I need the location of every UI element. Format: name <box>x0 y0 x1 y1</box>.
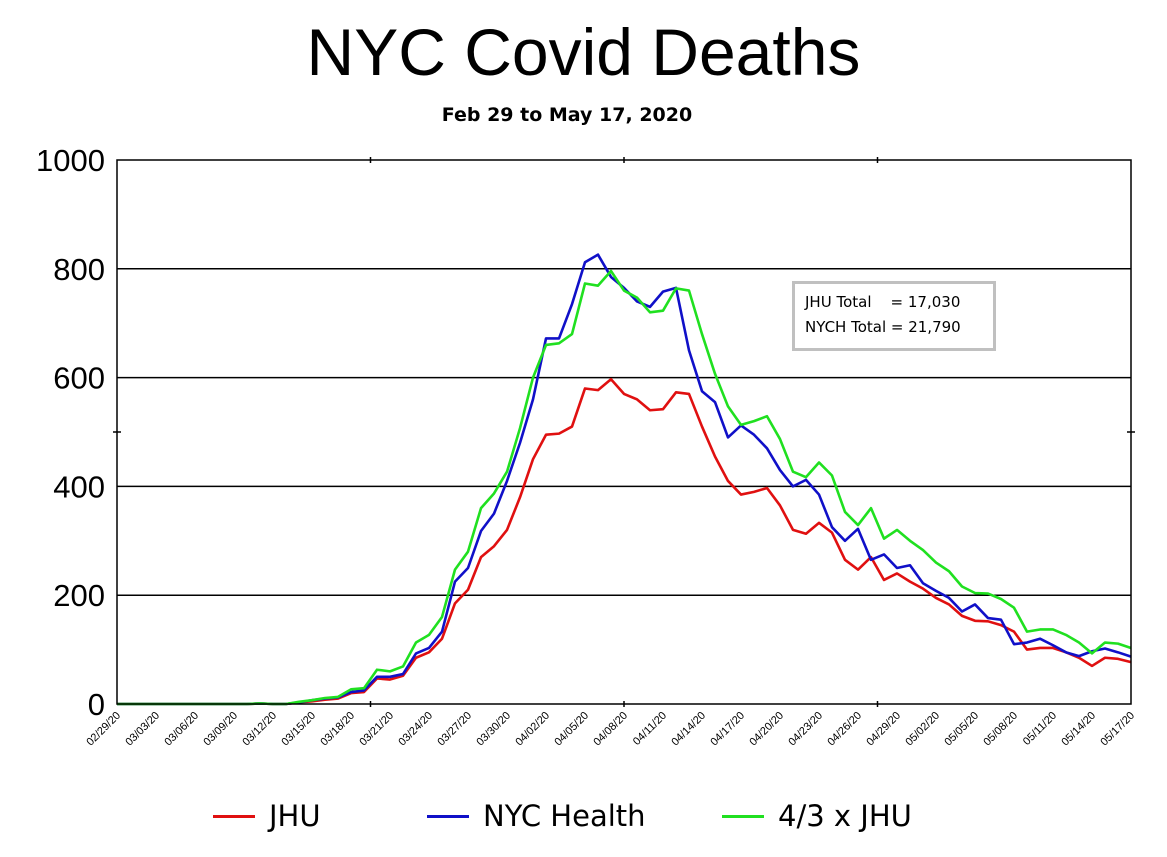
x-tick-label: 05/08/20 <box>981 710 1020 749</box>
legend-label-4-3-jhu: 4/3 x JHU <box>778 799 912 833</box>
x-tick-label: 04/23/20 <box>786 710 825 749</box>
series-jhu <box>116 377 1132 706</box>
x-tick-label: 04/14/20 <box>669 710 708 749</box>
x-tick-label: 05/02/20 <box>903 710 942 749</box>
legend-swatch-nyc-health <box>427 814 469 818</box>
chart-title: NYC Covid Deaths <box>306 15 861 89</box>
y-tick-label: 600 <box>53 361 105 396</box>
x-tick-label: 03/12/20 <box>240 710 279 749</box>
plot-frame <box>116 159 1132 705</box>
x-tick-label: 03/03/20 <box>123 710 162 749</box>
x-tick-label: 04/08/20 <box>591 710 630 749</box>
legend-item-nyc-health: NYC Health <box>427 796 646 836</box>
x-tick-label: 04/05/20 <box>552 710 591 749</box>
x-tick-label: 03/30/20 <box>474 710 513 749</box>
legend-label-jhu: JHU <box>269 799 321 833</box>
legend-item-4-3-jhu: 4/3 x JHU <box>722 796 912 836</box>
x-tick-label: 03/21/20 <box>357 710 396 749</box>
y-tick-label: 200 <box>53 578 105 613</box>
legend-label-nyc-health: NYC Health <box>483 799 646 833</box>
x-tick-label: 04/20/20 <box>747 710 786 749</box>
x-tick-label: 05/17/20 <box>1098 710 1137 749</box>
nych-total-text: NYCH Total = 21,790 <box>805 318 961 336</box>
chart-subtitle: Feb 29 to May 17, 2020 <box>441 104 693 126</box>
legend-swatch-4-3-jhu <box>722 814 764 818</box>
x-tick-label: 03/24/20 <box>396 710 435 749</box>
jhu-total-text: JHU Total = 17,030 <box>805 293 961 311</box>
x-tick-label: 03/06/20 <box>162 710 201 749</box>
y-tick-label: 0 <box>88 687 105 722</box>
grid-layer <box>117 268 1131 596</box>
legend-item-jhu: JHU <box>213 796 321 836</box>
x-tick-label: 03/18/20 <box>318 710 357 749</box>
y-tick-label: 1000 <box>36 143 105 178</box>
y-tick-label: 400 <box>53 469 105 504</box>
x-tick-label: 04/02/20 <box>513 710 552 749</box>
x-tick-label: 05/11/20 <box>1021 710 1059 748</box>
totals-annotation: JHU Total = 17,030 NYCH Total = 21,790 <box>792 281 996 351</box>
legend-swatch-jhu <box>213 814 255 818</box>
x-tick-label: 04/29/20 <box>864 710 903 749</box>
x-tick-label: 03/27/20 <box>435 710 474 749</box>
y-tick-label: 800 <box>53 252 105 287</box>
x-tick-label: 04/17/20 <box>708 710 747 749</box>
x-tick-label: 03/09/20 <box>201 710 240 749</box>
x-tick-label: 05/14/20 <box>1059 710 1098 749</box>
x-tick-label: 05/05/20 <box>942 710 981 749</box>
x-tick-label: 04/26/20 <box>825 710 864 749</box>
x-tick-label: 04/11/20 <box>631 710 669 748</box>
series-line <box>117 377 1132 706</box>
x-tick-label: 03/15/20 <box>279 710 318 749</box>
